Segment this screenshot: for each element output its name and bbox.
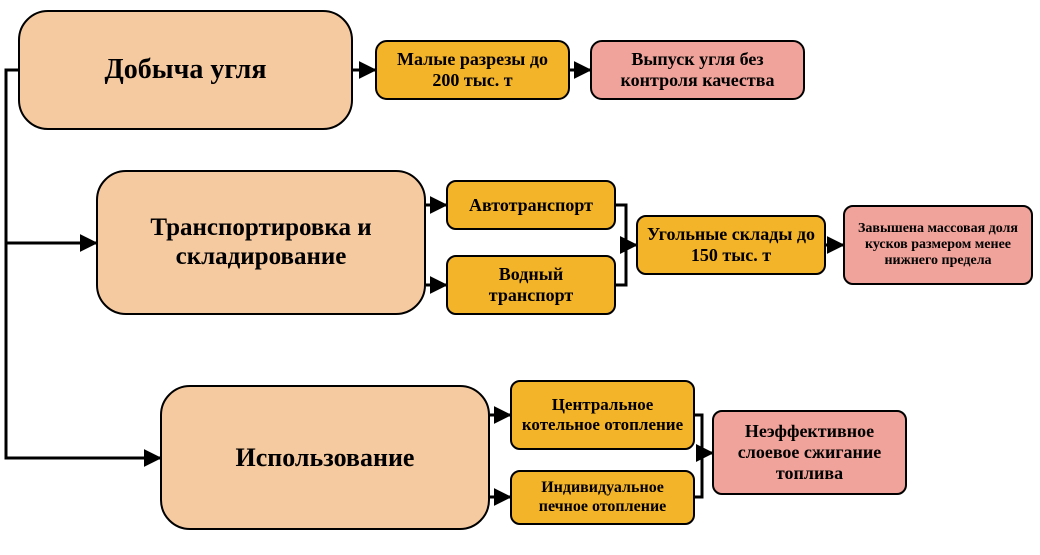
node-n_small: Малые разрезы до 200 тыс. т	[375, 40, 570, 100]
node-label: Центральное котельное отопление	[520, 395, 685, 434]
node-label: Добыча угля	[104, 54, 266, 86]
node-n_ineff: Неэффективное слоевое сжигание топлива	[712, 410, 907, 495]
node-label: Малые разрезы до 200 тыс. т	[385, 49, 560, 90]
node-label: Неэффективное слоевое сжигание топлива	[722, 421, 897, 483]
edge-n_water-n_storage	[616, 245, 636, 285]
node-n_water: Водный транспорт	[446, 255, 616, 315]
node-n_mining: Добыча угля	[18, 10, 353, 130]
node-n_individ: Индивидуальное печное отопление	[510, 470, 695, 525]
node-n_noqc: Выпуск угля без контроля качества	[590, 40, 805, 100]
node-n_transport: Транспортировка и складирование	[96, 170, 426, 315]
node-label: Завышена массовая доля кусков размером м…	[853, 221, 1023, 269]
edge-n_individ-n_ineff	[695, 453, 712, 497]
node-label: Автотранспорт	[469, 195, 593, 216]
node-label: Угольные склады до 150 тыс. т	[646, 224, 816, 265]
flowchart-canvas: Добыча угля Малые разрезы до 200 тыс. т Вы…	[0, 0, 1040, 555]
edge-n_auto-n_storage	[616, 205, 636, 245]
node-label: Выпуск угля без контроля качества	[600, 49, 795, 90]
node-label: Транспортировка и складирование	[106, 214, 416, 272]
edge-n_central-n_ineff	[695, 415, 712, 453]
node-n_central: Центральное котельное отопление	[510, 380, 695, 450]
node-n_auto: Автотранспорт	[446, 180, 616, 230]
node-n_storage: Угольные склады до 150 тыс. т	[636, 215, 826, 275]
node-label: Индивидуальное печное отопление	[520, 479, 685, 516]
node-n_oversize: Завышена массовая доля кусков размером м…	[843, 205, 1033, 285]
node-label: Водный транспорт	[456, 264, 606, 305]
node-label: Использование	[236, 443, 415, 473]
node-n_use: Использование	[160, 385, 490, 530]
